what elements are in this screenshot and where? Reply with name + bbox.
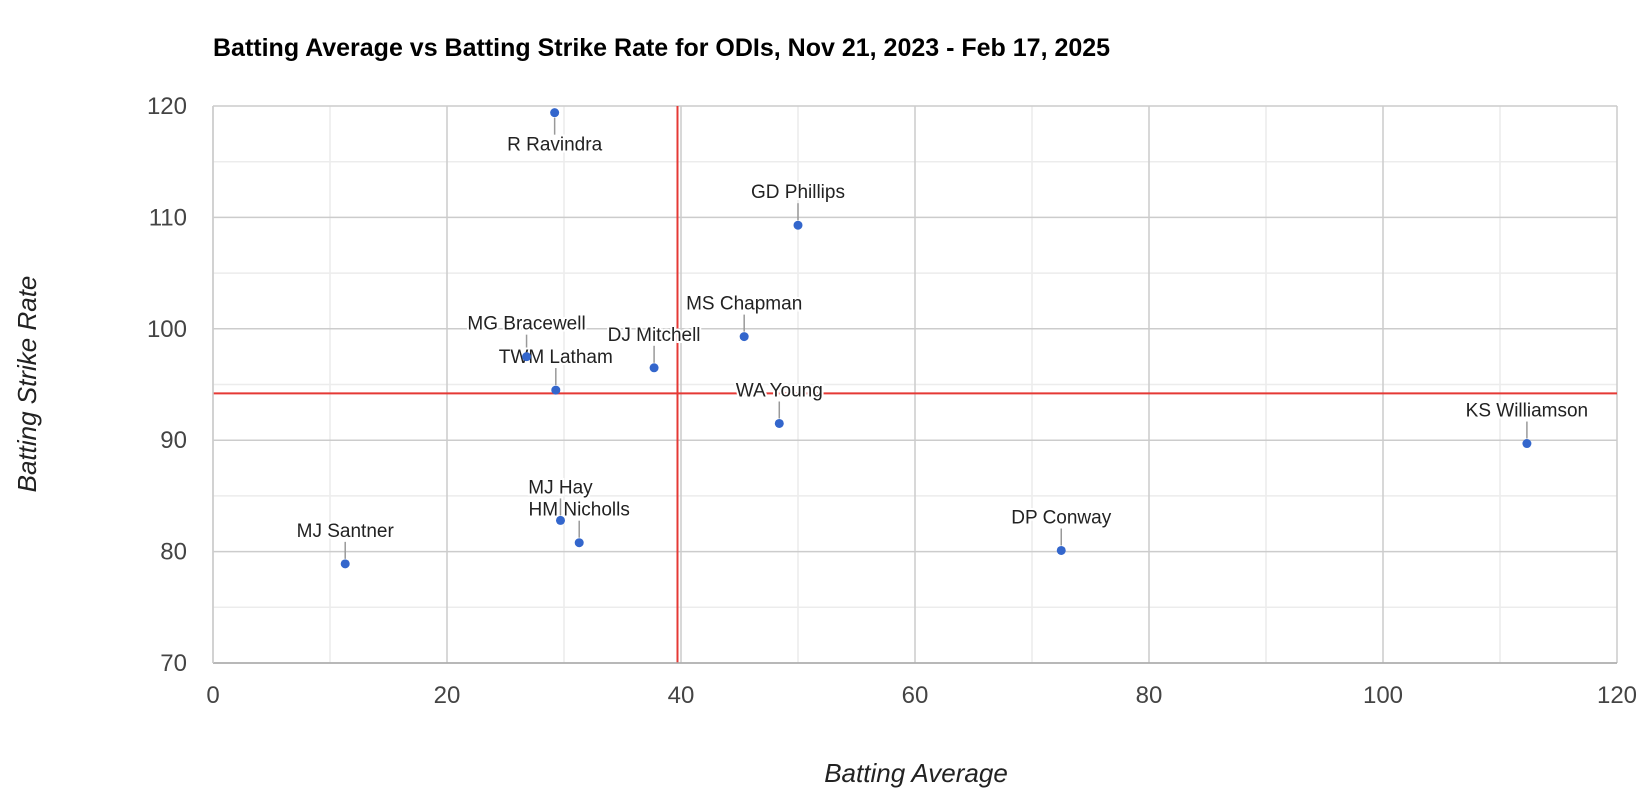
y-tick-label: 120 bbox=[147, 93, 187, 120]
point-label: MS Chapman bbox=[686, 294, 802, 315]
y-tick-label: 90 bbox=[160, 427, 187, 454]
y-tick-label: 110 bbox=[149, 204, 187, 231]
chart-title: Batting Average vs Batting Strike Rate f… bbox=[213, 34, 1110, 62]
data-point bbox=[793, 220, 803, 230]
data-point bbox=[774, 418, 784, 428]
y-tick-label: 80 bbox=[160, 539, 187, 566]
y-axis-title: Batting Strike Rate bbox=[12, 276, 42, 493]
x-tick-label: 60 bbox=[902, 682, 929, 709]
point-label: WA Young bbox=[736, 380, 823, 401]
data-point bbox=[551, 385, 561, 395]
point-label: DJ Mitchell bbox=[608, 325, 701, 346]
point-label: GD Phillips bbox=[751, 182, 845, 203]
x-tick-label: 100 bbox=[1363, 682, 1403, 709]
x-tick-label: 120 bbox=[1597, 682, 1637, 709]
data-point bbox=[574, 538, 584, 548]
data-point bbox=[555, 515, 565, 525]
point-label: KS Williamson bbox=[1466, 401, 1588, 422]
data-point bbox=[739, 332, 749, 342]
x-tick-label: 40 bbox=[668, 682, 695, 709]
point-label: TWM Latham bbox=[499, 347, 613, 368]
data-point bbox=[1056, 545, 1066, 555]
data-point bbox=[649, 363, 659, 373]
reference-lines bbox=[213, 106, 1617, 663]
point-label: MG Bracewell bbox=[467, 314, 585, 335]
data-point bbox=[522, 352, 532, 362]
data-point bbox=[1522, 439, 1532, 449]
point-label: DP Conway bbox=[1011, 507, 1111, 528]
data-point bbox=[340, 559, 350, 569]
y-tick-label: 100 bbox=[147, 316, 187, 343]
y-tick-label: 70 bbox=[160, 650, 187, 677]
data-points bbox=[340, 108, 1532, 569]
x-tick-label: 80 bbox=[1136, 682, 1163, 709]
point-label: MJ Santner bbox=[297, 521, 395, 542]
axes: 0 20 40 60 80 100 120 70 80 90 100 110 120 bbox=[147, 93, 1637, 709]
data-point bbox=[550, 108, 560, 118]
x-tick-label: 20 bbox=[434, 682, 461, 709]
point-label: R Ravindra bbox=[507, 135, 602, 156]
point-label: HM Nicholls bbox=[529, 500, 630, 521]
point-label: MJ Hay bbox=[528, 477, 593, 498]
x-tick-label: 0 bbox=[206, 682, 219, 709]
x-axis-title: Batting Average bbox=[824, 758, 1008, 788]
point-labels: R Ravindra GD Phillips MS Chapman MG Bracew… bbox=[295, 117, 1590, 559]
